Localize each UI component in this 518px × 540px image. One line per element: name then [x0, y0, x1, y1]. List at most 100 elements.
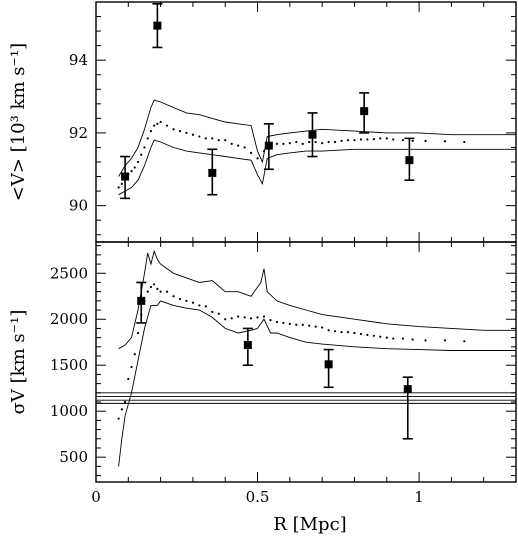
running-mean-dot — [159, 120, 162, 124]
running-mean-dot — [314, 140, 317, 144]
panel-velocity-dispersion: 500 1000 1500 2000 2500 0 0.5 1 σV [km s⁻¹] R [Mp… — [8, 241, 517, 535]
running-mean-dot — [346, 139, 350, 142]
running-mean-dot — [191, 133, 195, 136]
running-mean-dot — [463, 140, 466, 144]
plot-area — [96, 249, 516, 467]
running-mean-dot — [308, 324, 311, 327]
running-mean-dot — [269, 319, 272, 322]
running-mean-dot — [327, 329, 330, 332]
running-mean-dot — [204, 137, 207, 140]
running-mean-dot — [159, 290, 162, 293]
running-mean-dot — [204, 305, 207, 308]
running-mean-dot — [153, 124, 156, 127]
running-mean-dot — [333, 140, 337, 144]
y-tick-label: 2500 — [50, 264, 88, 282]
running-mean-dot — [275, 320, 279, 324]
y-tick-label: 1000 — [50, 402, 88, 420]
data-point — [405, 156, 414, 165]
running-mean-dot — [295, 140, 298, 144]
running-mean-dot — [120, 408, 123, 411]
y-tick-label: 90 — [69, 197, 88, 215]
running-mean-dot — [136, 160, 140, 164]
data-point — [137, 296, 146, 305]
running-mean-dot — [295, 323, 298, 326]
running-mean-dot — [353, 331, 356, 335]
running-mean-dot — [149, 129, 153, 133]
running-mean-dot — [146, 137, 149, 140]
running-mean-dot — [224, 139, 227, 142]
running-mean-dot — [249, 151, 253, 155]
running-mean-dot — [463, 340, 466, 343]
running-mean-dot — [379, 137, 382, 140]
running-mean-dot — [191, 301, 195, 304]
running-mean-dot — [401, 337, 405, 340]
running-mean-dot — [443, 339, 447, 342]
running-mean-dot — [424, 139, 427, 143]
running-mean-dot — [256, 316, 259, 319]
x-tick-label: 1 — [414, 488, 424, 506]
running-mean-dot — [385, 137, 388, 140]
running-mean-dot — [321, 326, 324, 329]
running-mean-dot — [372, 137, 375, 141]
running-mean-dot — [243, 316, 246, 319]
data-point — [324, 360, 333, 369]
running-mean-dot — [301, 323, 304, 326]
running-mean-dot — [133, 353, 136, 356]
running-mean-dot — [366, 138, 369, 141]
running-mean-dot — [353, 139, 356, 142]
running-mean-dot — [314, 325, 317, 328]
running-mean-dot — [340, 139, 343, 143]
running-mean-dot — [282, 142, 285, 145]
running-mean-dot — [275, 142, 279, 145]
running-mean-dot — [243, 146, 246, 149]
y-tick-label: 1500 — [50, 356, 88, 374]
y-tick-label: 500 — [59, 448, 88, 466]
data-point — [360, 107, 369, 116]
running-mean-dot — [308, 140, 311, 144]
running-mean-dot — [359, 138, 363, 141]
running-mean-dot — [321, 141, 324, 145]
y-tick-label: 94 — [69, 51, 88, 69]
running-mean-dot — [117, 417, 120, 420]
running-mean-dot — [123, 400, 127, 404]
running-mean-dot — [401, 139, 405, 142]
running-mean-dot — [411, 338, 414, 341]
running-mean-dot — [117, 186, 120, 189]
data-point — [264, 141, 273, 150]
data-point — [403, 385, 412, 394]
running-mean-dot — [172, 295, 175, 298]
x-tick-label: 0 — [91, 488, 101, 506]
running-mean-dot — [359, 332, 363, 336]
running-mean-dot — [198, 135, 201, 138]
running-mean-dot — [178, 129, 182, 133]
running-mean-dot — [301, 142, 304, 145]
running-mean-dot — [249, 317, 253, 320]
running-mean-dot — [143, 146, 146, 149]
running-mean-dot — [327, 140, 330, 144]
running-mean-dot — [185, 299, 188, 302]
running-mean-dot — [136, 331, 140, 335]
running-mean-dot — [130, 365, 133, 369]
running-mean-dot — [340, 331, 343, 334]
running-mean-dot — [237, 315, 240, 318]
running-mean-dot — [156, 287, 159, 290]
data-point — [121, 172, 130, 181]
running-mean-dot — [392, 337, 395, 340]
running-mean-dot — [178, 297, 182, 301]
running-mean-dot — [127, 377, 130, 381]
envelope-lower-line — [118, 139, 516, 196]
running-mean-dot — [146, 290, 149, 293]
y-axis-label: σV [km s⁻¹] — [8, 310, 29, 415]
envelope-lower-line — [118, 300, 516, 467]
x-tick-label: 0.5 — [246, 488, 270, 506]
running-mean-dot — [165, 290, 169, 293]
envelope-upper-line — [118, 249, 516, 350]
y-tick-label: 92 — [69, 124, 88, 142]
running-mean-dot — [230, 317, 233, 320]
running-mean-dot — [333, 330, 337, 333]
running-mean-dot — [156, 122, 159, 125]
running-mean-dot — [424, 339, 427, 342]
running-mean-dot — [346, 331, 350, 334]
x-axis-label: R [Mpc] — [273, 514, 346, 535]
running-mean-dot — [262, 149, 266, 153]
